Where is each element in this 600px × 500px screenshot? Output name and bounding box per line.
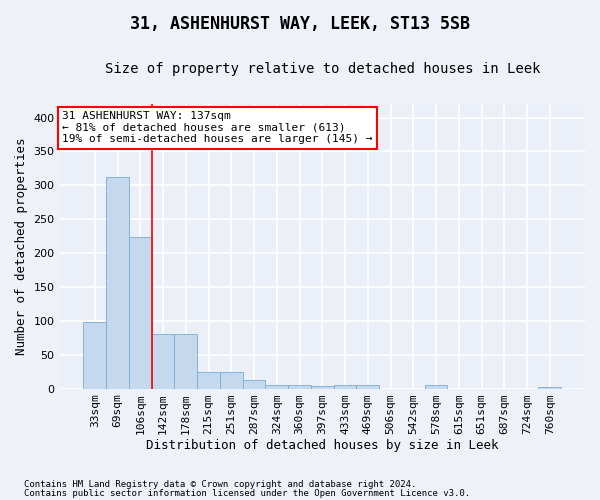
- Bar: [356, 384, 379, 388]
- Text: Contains public sector information licensed under the Open Government Licence v3: Contains public sector information licen…: [24, 490, 470, 498]
- Bar: [129, 237, 152, 388]
- Bar: [197, 372, 220, 388]
- Bar: [106, 176, 129, 388]
- Bar: [425, 385, 448, 388]
- Bar: [242, 380, 265, 388]
- Text: 31 ASHENHURST WAY: 137sqm
← 81% of detached houses are smaller (613)
19% of semi: 31 ASHENHURST WAY: 137sqm ← 81% of detac…: [62, 111, 373, 144]
- Title: Size of property relative to detached houses in Leek: Size of property relative to detached ho…: [104, 62, 540, 76]
- Text: Contains HM Land Registry data © Crown copyright and database right 2024.: Contains HM Land Registry data © Crown c…: [24, 480, 416, 489]
- Bar: [220, 372, 242, 388]
- Bar: [265, 384, 288, 388]
- Y-axis label: Number of detached properties: Number of detached properties: [15, 138, 28, 355]
- Bar: [538, 386, 561, 388]
- Bar: [175, 334, 197, 388]
- Text: 31, ASHENHURST WAY, LEEK, ST13 5SB: 31, ASHENHURST WAY, LEEK, ST13 5SB: [130, 15, 470, 33]
- Bar: [334, 384, 356, 388]
- Bar: [152, 334, 175, 388]
- X-axis label: Distribution of detached houses by size in Leek: Distribution of detached houses by size …: [146, 440, 499, 452]
- Bar: [83, 322, 106, 388]
- Bar: [311, 386, 334, 388]
- Bar: [288, 385, 311, 388]
